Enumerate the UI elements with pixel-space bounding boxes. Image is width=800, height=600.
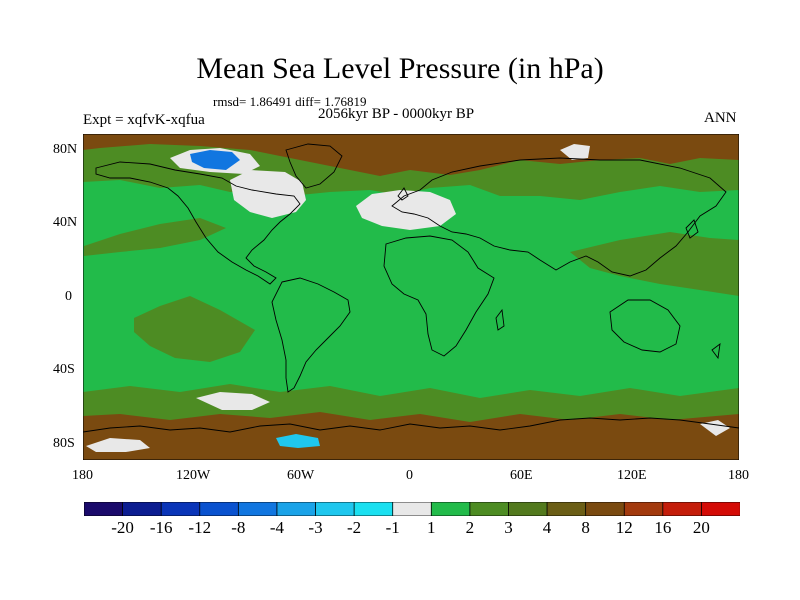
light-region-south-pacific <box>196 392 270 410</box>
lon-label-0: 0 <box>406 468 413 483</box>
colorbar-cell <box>546 502 587 516</box>
lat-label-40s: 40S <box>53 362 75 377</box>
colorbar-label: -4 <box>269 518 285 537</box>
colorbar-label: 1 <box>427 518 436 537</box>
colorbar-cell <box>392 502 432 516</box>
lon-label-120e: 120E <box>617 468 647 483</box>
coast-antarctica <box>83 417 739 433</box>
colorbar-label: 4 <box>542 518 552 537</box>
colorbar-label: -16 <box>149 518 173 537</box>
period-label: 2056kyr BP - 0000kyr BP <box>318 106 475 122</box>
coast-africa <box>383 235 495 357</box>
map-panel <box>83 134 739 460</box>
colorbar-cell <box>276 502 317 516</box>
olive-region-west-pacific <box>84 218 226 256</box>
colorbar-cell <box>353 502 394 516</box>
colorbar-label: 2 <box>465 518 475 537</box>
colorbar-cell <box>237 502 278 516</box>
coastlines <box>83 143 739 433</box>
light-region-antarctic-pacific <box>86 438 150 452</box>
coast-australia <box>609 299 681 353</box>
pressure-field <box>83 134 739 460</box>
coast-madagascar <box>495 308 505 331</box>
olive-region-southeast-pacific <box>134 296 255 362</box>
lat-label-80s: 80S <box>53 436 75 451</box>
lon-label-180e: 180 <box>728 468 749 483</box>
lat-label-0: 0 <box>65 289 72 304</box>
colorbar-cell <box>199 502 240 516</box>
colorbar-label: -3 <box>308 518 323 537</box>
colorbar-label: 16 <box>654 518 672 537</box>
colorbar-cell <box>701 502 740 516</box>
light-region-north-america <box>230 170 306 218</box>
colorbar-label: -2 <box>347 518 362 537</box>
brown-region-antarctic <box>83 412 739 460</box>
colorbar-label: 20 <box>692 518 710 537</box>
lat-label-40n: 40N <box>53 215 78 230</box>
olive-region-west-pacific-tropics <box>570 232 739 296</box>
colorbar-cell <box>662 502 703 516</box>
colorbar-cells <box>84 502 740 516</box>
colorbar-label: -20 <box>111 518 134 537</box>
colorbar-label: -1 <box>385 518 400 537</box>
coast-greenland <box>285 143 343 189</box>
colorbar-label: -12 <box>188 518 212 537</box>
coast-eurasia <box>391 157 727 277</box>
coast-north-america <box>95 161 301 285</box>
experiment-label: Expt = xqfvK-xqfua <box>83 112 205 128</box>
blue-region-canadian-arctic <box>190 150 240 170</box>
light-region-siberia <box>560 144 590 160</box>
colorbar-cell <box>122 502 162 516</box>
colorbar-cell <box>585 502 625 516</box>
coast-uk <box>397 187 409 201</box>
lat-label-80n: 80N <box>53 142 78 157</box>
colorbar <box>84 502 740 516</box>
lon-label-60w: 60W <box>287 468 315 483</box>
lon-label-60e: 60E <box>510 468 533 483</box>
colorbar-cell <box>84 502 124 516</box>
colorbar-cell <box>469 502 510 516</box>
colorbar-cell <box>315 502 355 516</box>
chart-title: Mean Sea Level Pressure (in hPa) <box>196 52 604 85</box>
colorbar-label: 12 <box>615 518 633 537</box>
colorbar-label: 3 <box>504 518 513 537</box>
colorbar-cell <box>430 502 471 516</box>
lon-label-180w: 180 <box>72 468 93 483</box>
coast-south-america <box>271 277 351 393</box>
colorbar-cell <box>623 502 664 516</box>
stats-text: rmsd= 1.86491 diff= 1.76819 <box>213 94 367 109</box>
colorbar-cell <box>160 502 201 516</box>
colorbar-cell <box>508 502 548 516</box>
cyan-region-antarctic-ross-sea <box>276 434 320 448</box>
lon-label-120w: 120W <box>176 468 211 483</box>
coast-japan <box>685 219 699 239</box>
season-label: ANN <box>704 110 737 126</box>
colorbar-label: 8 <box>581 518 590 537</box>
colorbar-label: -8 <box>231 518 246 537</box>
coast-new-zealand <box>711 342 721 360</box>
